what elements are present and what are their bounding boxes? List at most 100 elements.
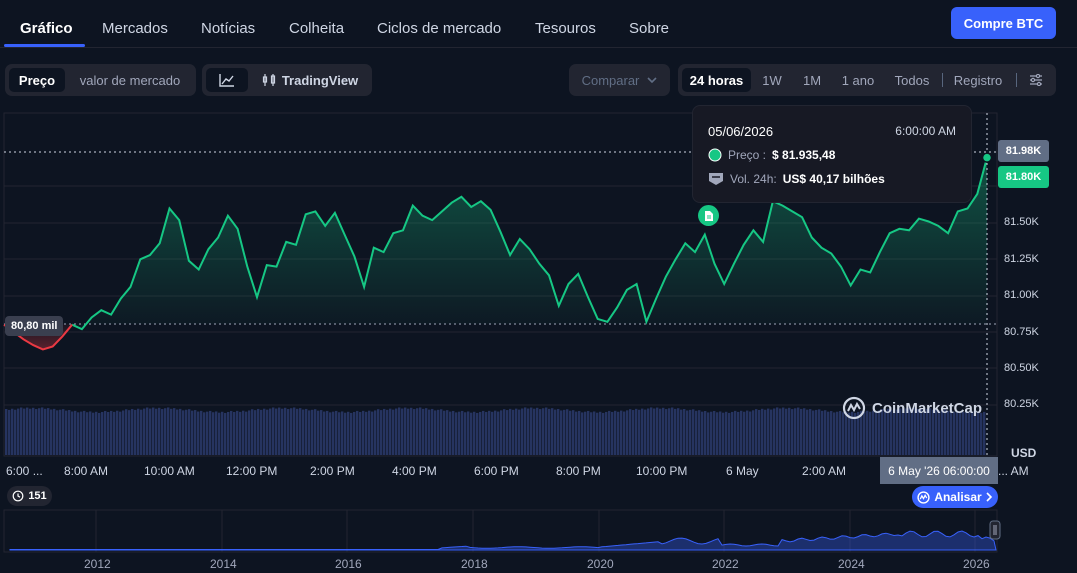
volume-bar <box>461 410 464 455</box>
market-cap-tab[interactable]: valor de mercado <box>79 72 181 88</box>
y-tick-label: 80.75K <box>1004 326 1039 338</box>
volume-bar <box>452 410 455 455</box>
price-tab[interactable]: Preço <box>9 68 65 92</box>
volume-bar <box>704 410 707 455</box>
volume-bar <box>875 411 878 455</box>
volume-bar <box>743 411 746 455</box>
settings-button[interactable] <box>1024 68 1048 92</box>
volume-bar <box>245 411 248 455</box>
overview-gridlines <box>95 510 976 552</box>
volume-bar <box>584 411 587 455</box>
volume-bar <box>116 410 119 455</box>
volume-bar <box>503 409 506 455</box>
volume-bar <box>119 411 122 455</box>
volume-bar <box>149 408 152 455</box>
events-count-button[interactable]: 151 <box>7 486 52 506</box>
tab-harvest[interactable]: Colheita <box>289 20 345 37</box>
volume-bar <box>713 410 716 455</box>
volume-bar <box>446 410 449 455</box>
current-price-tag: 81.80K <box>998 166 1049 188</box>
volume-bar <box>530 407 533 455</box>
volume-bar <box>305 408 308 455</box>
range-all[interactable]: Todos <box>894 72 930 88</box>
volume-bar <box>629 409 632 455</box>
volume-bar <box>764 409 767 455</box>
volume-bar <box>122 410 125 455</box>
volume-bar <box>293 407 296 455</box>
tab-chart[interactable]: Gráfico <box>20 20 73 37</box>
volume-bar <box>779 408 782 455</box>
volume-bar <box>395 408 398 455</box>
volume-bar <box>614 410 617 455</box>
tab-news[interactable]: Notícias <box>201 20 256 37</box>
volume-bar <box>557 408 560 455</box>
volume-bar <box>380 410 383 455</box>
overview-area <box>9 530 997 551</box>
volume-bar <box>659 408 662 455</box>
volume-bar <box>977 411 980 455</box>
range-1y[interactable]: 1 ano <box>841 72 875 88</box>
volume-bar <box>92 412 95 455</box>
volume-bar <box>104 410 107 455</box>
x-tick-label: 10:00 PM <box>636 464 688 478</box>
news-marker[interactable] <box>698 205 719 226</box>
tab-market-cycles[interactable]: Ciclos de mercado <box>377 20 502 37</box>
tooltip-price-row: Preço : $ 81.935,48 <box>708 148 835 162</box>
volume-bar <box>332 411 335 455</box>
volume-bar <box>893 408 896 455</box>
volume-bar <box>416 408 419 455</box>
tab-treasuries[interactable]: Tesouros <box>535 20 596 37</box>
line-chart-button[interactable] <box>206 68 248 92</box>
volume-bar <box>521 408 524 455</box>
volume-bar <box>458 411 461 455</box>
volume-bar <box>278 407 281 455</box>
volume-bar <box>674 408 677 455</box>
volume-bar <box>482 410 485 455</box>
volume-bar <box>389 408 392 455</box>
tradingview-button[interactable]: TradingView <box>256 68 364 92</box>
volume-bar <box>194 410 197 455</box>
volume-bar <box>335 410 338 455</box>
volume-bar <box>905 408 908 455</box>
volume-bar <box>854 412 857 455</box>
tab-markets[interactable]: Mercados <box>102 20 168 37</box>
range-1w[interactable]: 1W <box>762 72 782 88</box>
tab-about[interactable]: Sobre <box>629 20 670 37</box>
volume-bar <box>239 411 242 455</box>
range-1m[interactable]: 1M <box>802 72 822 88</box>
x-tick-label: 6 May <box>726 464 759 478</box>
volume-bar <box>827 411 830 455</box>
volume-bar <box>191 410 194 455</box>
volume-bar <box>770 409 773 455</box>
volume-bar <box>815 409 818 455</box>
volume-bar <box>260 409 263 455</box>
volume-bar <box>848 412 851 455</box>
volume-bar <box>638 409 641 455</box>
range-24h[interactable]: 24 horas <box>682 68 751 92</box>
volume-bar <box>425 408 428 455</box>
overview-handle[interactable] <box>989 520 1001 540</box>
volume-bar <box>296 408 299 455</box>
volume-bar <box>455 412 458 455</box>
volume-bar <box>398 407 401 455</box>
range-toggle: 24 horas 1W 1M 1 ano Todos Registro <box>678 64 1056 96</box>
volume-bar <box>233 411 236 455</box>
volume-bar <box>17 408 20 455</box>
volume-bar <box>881 409 884 455</box>
volume-bar <box>62 409 65 455</box>
price-tooltip: 05/06/2026 6:00:00 AM Preço : $ 81.935,4… <box>692 105 972 203</box>
log-scale-button[interactable]: Registro <box>953 72 1003 88</box>
volume-bar <box>89 411 92 455</box>
volume-bar <box>464 412 467 455</box>
volume-bar <box>317 410 320 455</box>
volume-bar <box>209 410 212 455</box>
price-chart[interactable] <box>0 112 1077 457</box>
volume-bar <box>746 410 749 455</box>
analyze-button[interactable]: Analisar <box>912 486 998 508</box>
volume-bar <box>311 409 314 455</box>
buy-btc-button[interactable]: Compre BTC <box>951 7 1056 39</box>
compare-dropdown[interactable]: Comparar <box>569 64 670 96</box>
volume-bar <box>515 408 518 455</box>
overview-navigator[interactable] <box>0 509 1077 555</box>
volume-bar <box>341 411 344 455</box>
